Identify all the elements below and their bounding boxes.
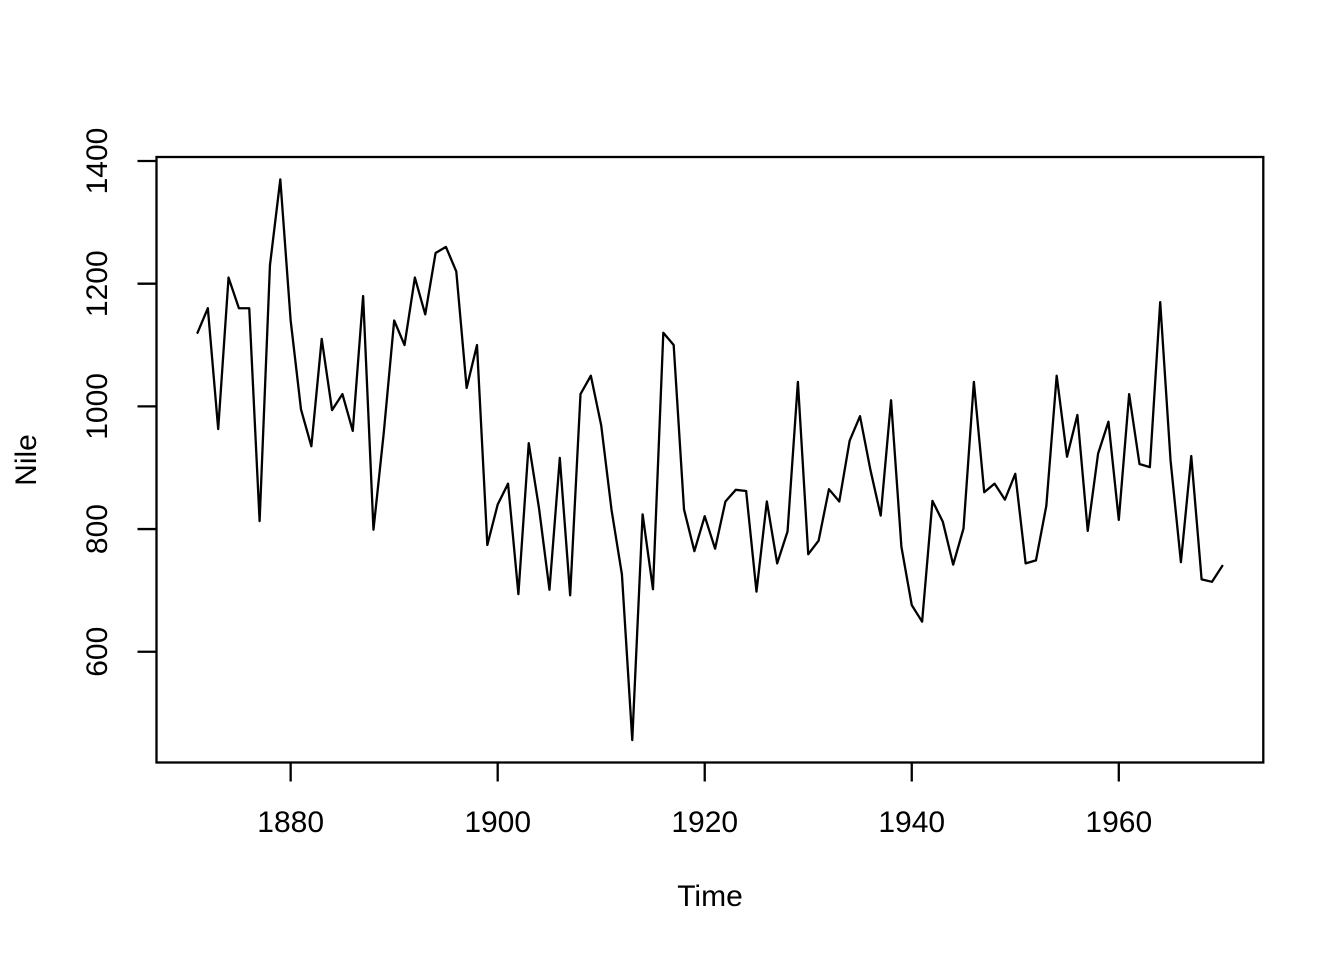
nile-series-line bbox=[196, 178, 1224, 742]
y-tick-label: 600 bbox=[81, 627, 114, 677]
x-tick-label: 1960 bbox=[1085, 806, 1152, 839]
y-axis-title: Nile bbox=[10, 434, 43, 486]
y-tick-label: 800 bbox=[81, 504, 114, 554]
x-tick-label: 1940 bbox=[878, 806, 945, 839]
x-tick-label: 1900 bbox=[464, 806, 531, 839]
x-tick-label: 1920 bbox=[671, 806, 738, 839]
y-tick-label: 1000 bbox=[81, 373, 114, 440]
x-axis: 1880 1900 1920 1940 1960 bbox=[257, 762, 1152, 839]
y-tick-label: 1200 bbox=[81, 250, 114, 317]
y-axis: 600 800 1000 1200 1400 bbox=[81, 128, 157, 677]
plot-box bbox=[155, 155, 1265, 764]
x-axis-title: Time bbox=[677, 880, 743, 913]
x-tick-label: 1880 bbox=[257, 806, 324, 839]
y-tick-label: 1400 bbox=[81, 128, 114, 195]
